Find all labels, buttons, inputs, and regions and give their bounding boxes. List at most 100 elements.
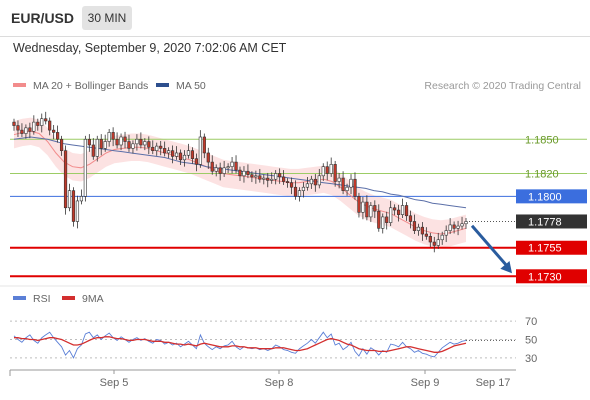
level-label-1.1755: 1.1755 xyxy=(528,243,562,255)
legend-ma20: MA 20 + Bollinger Bands xyxy=(13,80,148,92)
candle-body xyxy=(91,144,95,157)
candle-body xyxy=(222,167,226,174)
candle-body xyxy=(250,174,254,178)
candle-body xyxy=(337,177,341,182)
candle-body xyxy=(266,177,270,181)
top-bar: EUR/USD 30 MIN xyxy=(0,0,590,36)
candle-body xyxy=(198,136,202,165)
rsi-legend-label: RSI xyxy=(33,293,51,305)
bollinger-band xyxy=(14,117,466,248)
candle-body xyxy=(75,200,80,222)
candle-body xyxy=(32,121,36,132)
rsi-tick-50: 50 xyxy=(525,335,537,347)
candle-body xyxy=(377,210,381,229)
candle-body xyxy=(282,176,286,182)
candle-body xyxy=(329,164,333,174)
candle-body xyxy=(365,201,369,218)
candle-body xyxy=(170,150,175,157)
candle-body xyxy=(234,161,238,171)
candle-body xyxy=(20,129,24,134)
candle-body xyxy=(448,224,452,231)
candle-body xyxy=(103,141,107,149)
candle-body xyxy=(143,141,147,146)
candle-body xyxy=(119,136,123,146)
x-axis-label-sep-9: Sep 9 xyxy=(411,377,440,389)
candle-body xyxy=(218,167,222,174)
candle-body xyxy=(357,196,361,213)
candle-body xyxy=(28,127,32,132)
candle-body xyxy=(202,136,206,154)
x-axis-label-sep-17: Sep 17 xyxy=(476,377,511,389)
candle-body xyxy=(210,161,214,172)
candle-body xyxy=(151,146,155,151)
candle-body xyxy=(178,152,183,161)
candle-body xyxy=(404,205,409,217)
candle-body xyxy=(428,236,432,243)
candle-body xyxy=(174,152,179,157)
candle-body xyxy=(131,143,135,149)
candle-body xyxy=(460,223,464,227)
candle-body xyxy=(115,138,119,146)
candle-body xyxy=(79,196,84,202)
candle-body xyxy=(87,138,91,146)
candle-body xyxy=(432,241,436,246)
candle-body xyxy=(301,186,306,191)
candle-body xyxy=(416,226,421,231)
rsi-swatch xyxy=(13,296,26,301)
timeframe-button[interactable]: 30 MIN xyxy=(82,6,132,30)
candle-body xyxy=(159,145,163,149)
candle-body xyxy=(285,181,290,183)
x-axis-label-sep-5: Sep 5 xyxy=(100,377,129,389)
candle-body xyxy=(182,154,187,161)
rsi-ma-legend-label: 9MA xyxy=(82,293,104,305)
candle-body xyxy=(333,164,337,182)
candle-body xyxy=(242,170,246,177)
candle-body xyxy=(71,190,76,222)
legend-rsi: RSI xyxy=(13,293,51,305)
candle-body xyxy=(369,205,373,218)
ma50-swatch xyxy=(156,83,169,88)
candle-body xyxy=(194,158,198,165)
candle-body xyxy=(155,145,159,151)
candle-body xyxy=(44,118,48,122)
candle-body xyxy=(186,150,191,156)
candle-body xyxy=(99,138,103,149)
ma20-swatch xyxy=(13,83,26,88)
candles-layer xyxy=(12,111,468,253)
rsi-tick-30: 30 xyxy=(525,353,537,365)
candle-body xyxy=(139,138,143,146)
candle-body xyxy=(341,177,345,191)
candle-body xyxy=(440,234,444,241)
candle-body xyxy=(36,121,40,126)
ma20-legend-label: MA 20 + Bollinger Bands xyxy=(33,80,149,92)
candle-body xyxy=(95,138,99,157)
candle-body xyxy=(52,129,56,133)
candle-body xyxy=(353,178,357,197)
candle-body xyxy=(127,141,131,149)
credit-text: Research © 2020 Trading Central xyxy=(424,80,581,92)
candle-body xyxy=(107,132,111,142)
candle-body xyxy=(111,132,115,140)
candle-body xyxy=(16,125,20,131)
candle-body xyxy=(393,207,397,211)
candle-body xyxy=(444,230,448,236)
candle-body xyxy=(63,150,68,209)
candle-body xyxy=(325,166,329,174)
candle-body xyxy=(56,132,60,140)
candle-body xyxy=(206,152,210,163)
level-label-1.1820: 1.1820 xyxy=(525,169,559,181)
level-label-1.1778: 1.1778 xyxy=(528,216,562,228)
candle-body xyxy=(297,190,302,197)
candle-body xyxy=(83,138,87,197)
candle-body xyxy=(464,221,468,225)
candle-body xyxy=(381,216,385,229)
candle-body xyxy=(270,178,274,181)
candle-body xyxy=(412,221,417,231)
bollinger-band-layer xyxy=(14,117,466,248)
ma50-legend-label: MA 50 xyxy=(176,80,206,92)
candle-body xyxy=(289,182,294,188)
level-tag-1.1730 xyxy=(516,269,587,284)
candle-body xyxy=(226,166,230,169)
candle-body xyxy=(246,170,250,175)
